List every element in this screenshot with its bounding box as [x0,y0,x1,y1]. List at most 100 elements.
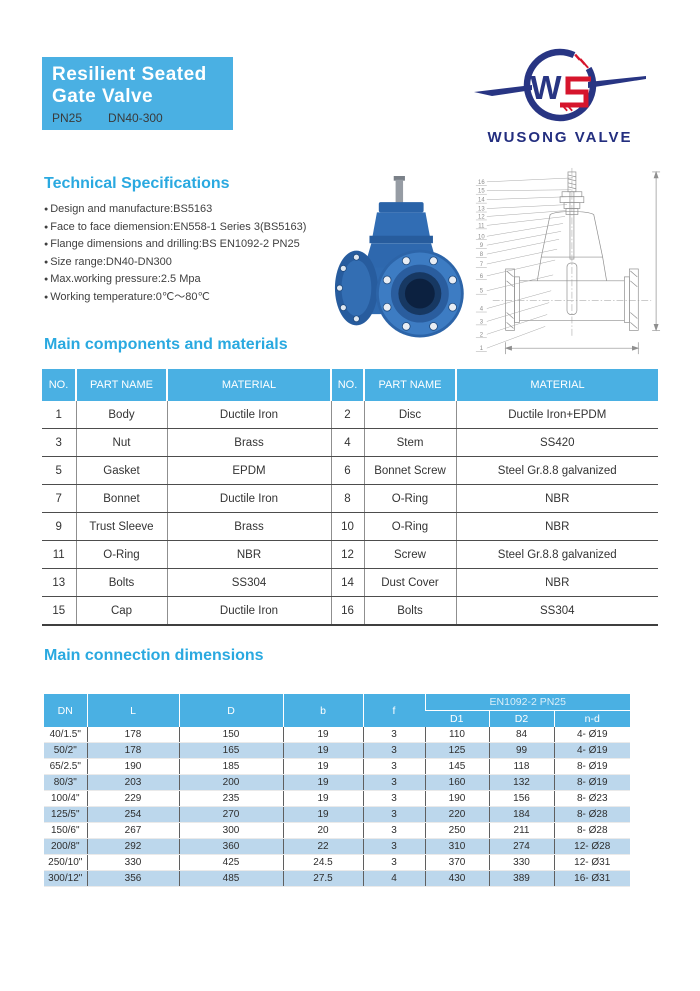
table-cell: 300 [178,822,283,839]
table-cell: 100/4" [44,790,87,807]
table-row: 300/12" 356 485 27.5 4 430 389 16- Ø31 [44,870,630,887]
table-cell: 125 [424,742,489,759]
table-cell: 3 [362,790,425,807]
section-title-components: Main components and materials [44,336,288,353]
table-cell: 389 [488,870,554,887]
table-cell: Bonnet [75,484,167,513]
table-cell: 19 [282,758,363,775]
callout-number: 5 [480,289,484,295]
components-table-header: NO. PART NAME MATERIAL NO. PART NAME MAT… [42,369,658,401]
logo-red-dashes-icon [574,53,589,69]
table-cell: SS304 [455,596,658,626]
callout-number: 3 [480,319,484,325]
table-cell: 3 [362,758,425,775]
table-cell: NBR [166,540,331,569]
callout-number: 8 [480,252,484,258]
table-cell: 15 [42,596,76,626]
table-cell: Bolts [363,596,456,626]
table-cell: Steel Gr.8.8 galvanized [455,540,658,569]
table-cell: O-Ring [363,512,456,541]
table-cell: 330 [86,854,179,871]
table-cell: Ductile Iron [166,596,331,626]
table-cell: Ductile Iron+EPDM [455,401,658,429]
section-title-dimensions: Main connection dimensions [44,647,264,664]
table-cell: NBR [455,484,658,513]
table-cell: 110 [424,727,489,743]
table-cell: 4- Ø19 [553,727,630,743]
col-d: D [178,694,283,727]
table-row: 150/6" 267 300 20 3 250 211 8- Ø28 [44,822,630,839]
table-cell: 19 [282,806,363,823]
table-cell: 132 [488,774,554,791]
table-cell: Stem [363,428,456,457]
table-cell: 203 [86,774,179,791]
table-row: 250/10" 330 425 24.5 3 370 330 12- Ø31 [44,854,630,871]
wusong-logo-icon: W [474,48,646,122]
table-cell: 16- Ø31 [553,870,630,887]
table-cell: 8- Ø28 [553,822,630,839]
table-cell: 19 [282,727,363,743]
table-cell: 274 [488,838,554,855]
table-cell: 184 [488,806,554,823]
table-cell: 485 [178,870,283,887]
table-cell: 160 [424,774,489,791]
table-cell: 254 [86,806,179,823]
table-cell: Bolts [75,568,167,597]
table-cell: 8- Ø23 [553,790,630,807]
table-row: 7 Bonnet Ductile Iron 8 O-Ring NBR [42,484,658,513]
table-cell: 12- Ø31 [553,854,630,871]
table-cell: 156 [488,790,554,807]
table-cell: 8- Ø19 [553,774,630,791]
product-title-band: Resilient Seated Gate Valve PN25 DN40-300 [42,57,233,130]
left-flange-bolt-holes-icon [336,253,360,323]
table-cell: 178 [86,727,179,743]
components-table-body: 1 Body Ductile Iron 2 Disc Ductile Iron+EPDM 3… [42,401,658,626]
table-cell: 229 [86,790,179,807]
table-row: 11 O-Ring NBR 12 Screw Steel Gr.8.8 galvanize… [42,540,658,569]
table-cell: 27.5 [282,870,363,887]
table-cell: 190 [86,758,179,775]
table-cell: 190 [424,790,489,807]
brand-name: WUSONG VALVE [487,129,633,146]
col-b: b [282,694,363,727]
col-material-right: MATERIAL [455,369,658,401]
valve-photo [334,176,464,338]
callout-number: 14 [478,198,485,204]
table-cell: EPDM [166,456,331,485]
table-cell: 22 [282,838,363,855]
spec-item: Max.working pressure:2.5 Mpa [44,271,344,289]
table-cell: 7 [42,484,76,513]
table-cell: 200 [178,774,283,791]
product-title-line1: Resilient Seated [52,64,207,85]
table-cell: 425 [178,854,283,871]
table-cell: Body [75,401,167,429]
col-group-en1092: EN1092-2 PN25 [424,694,630,711]
callout-number: 6 [480,274,484,280]
col-part-right: PART NAME [363,369,456,401]
table-row: 100/4" 229 235 19 3 190 156 8- Ø23 [44,790,630,807]
table-cell: 330 [488,854,554,871]
table-cell: O-Ring [75,540,167,569]
table-cell: 118 [488,758,554,775]
callout-number: 9 [480,243,484,249]
col-l: L [86,694,179,727]
table-cell: Dust Cover [363,568,456,597]
table-cell: NBR [455,512,658,541]
table-cell: Gasket [75,456,167,485]
table-cell: 99 [488,742,554,759]
table-cell: 4 [362,870,425,887]
company-logo: W WUSONG VALVE [470,42,650,152]
table-cell: 3 [362,774,425,791]
table-cell: SS420 [455,428,658,457]
table-cell: 185 [178,758,283,775]
table-row: 40/1.5" 178 150 19 3 110 84 4- Ø19 [44,727,630,743]
callout-number: 1 [480,346,484,352]
table-row: 13 Bolts SS304 14 Dust Cover NBR [42,568,658,597]
table-cell: 65/2.5" [44,758,87,775]
table-row: 50/2" 178 165 19 3 125 99 4- Ø19 [44,742,630,759]
table-cell: 292 [86,838,179,855]
table-cell: Nut [75,428,167,457]
table-row: 200/8" 292 360 22 3 310 274 12- Ø28 [44,838,630,855]
dimensions-table-header: DN L D b f EN1092-2 PN25 D1 D2 n-d [44,694,630,727]
